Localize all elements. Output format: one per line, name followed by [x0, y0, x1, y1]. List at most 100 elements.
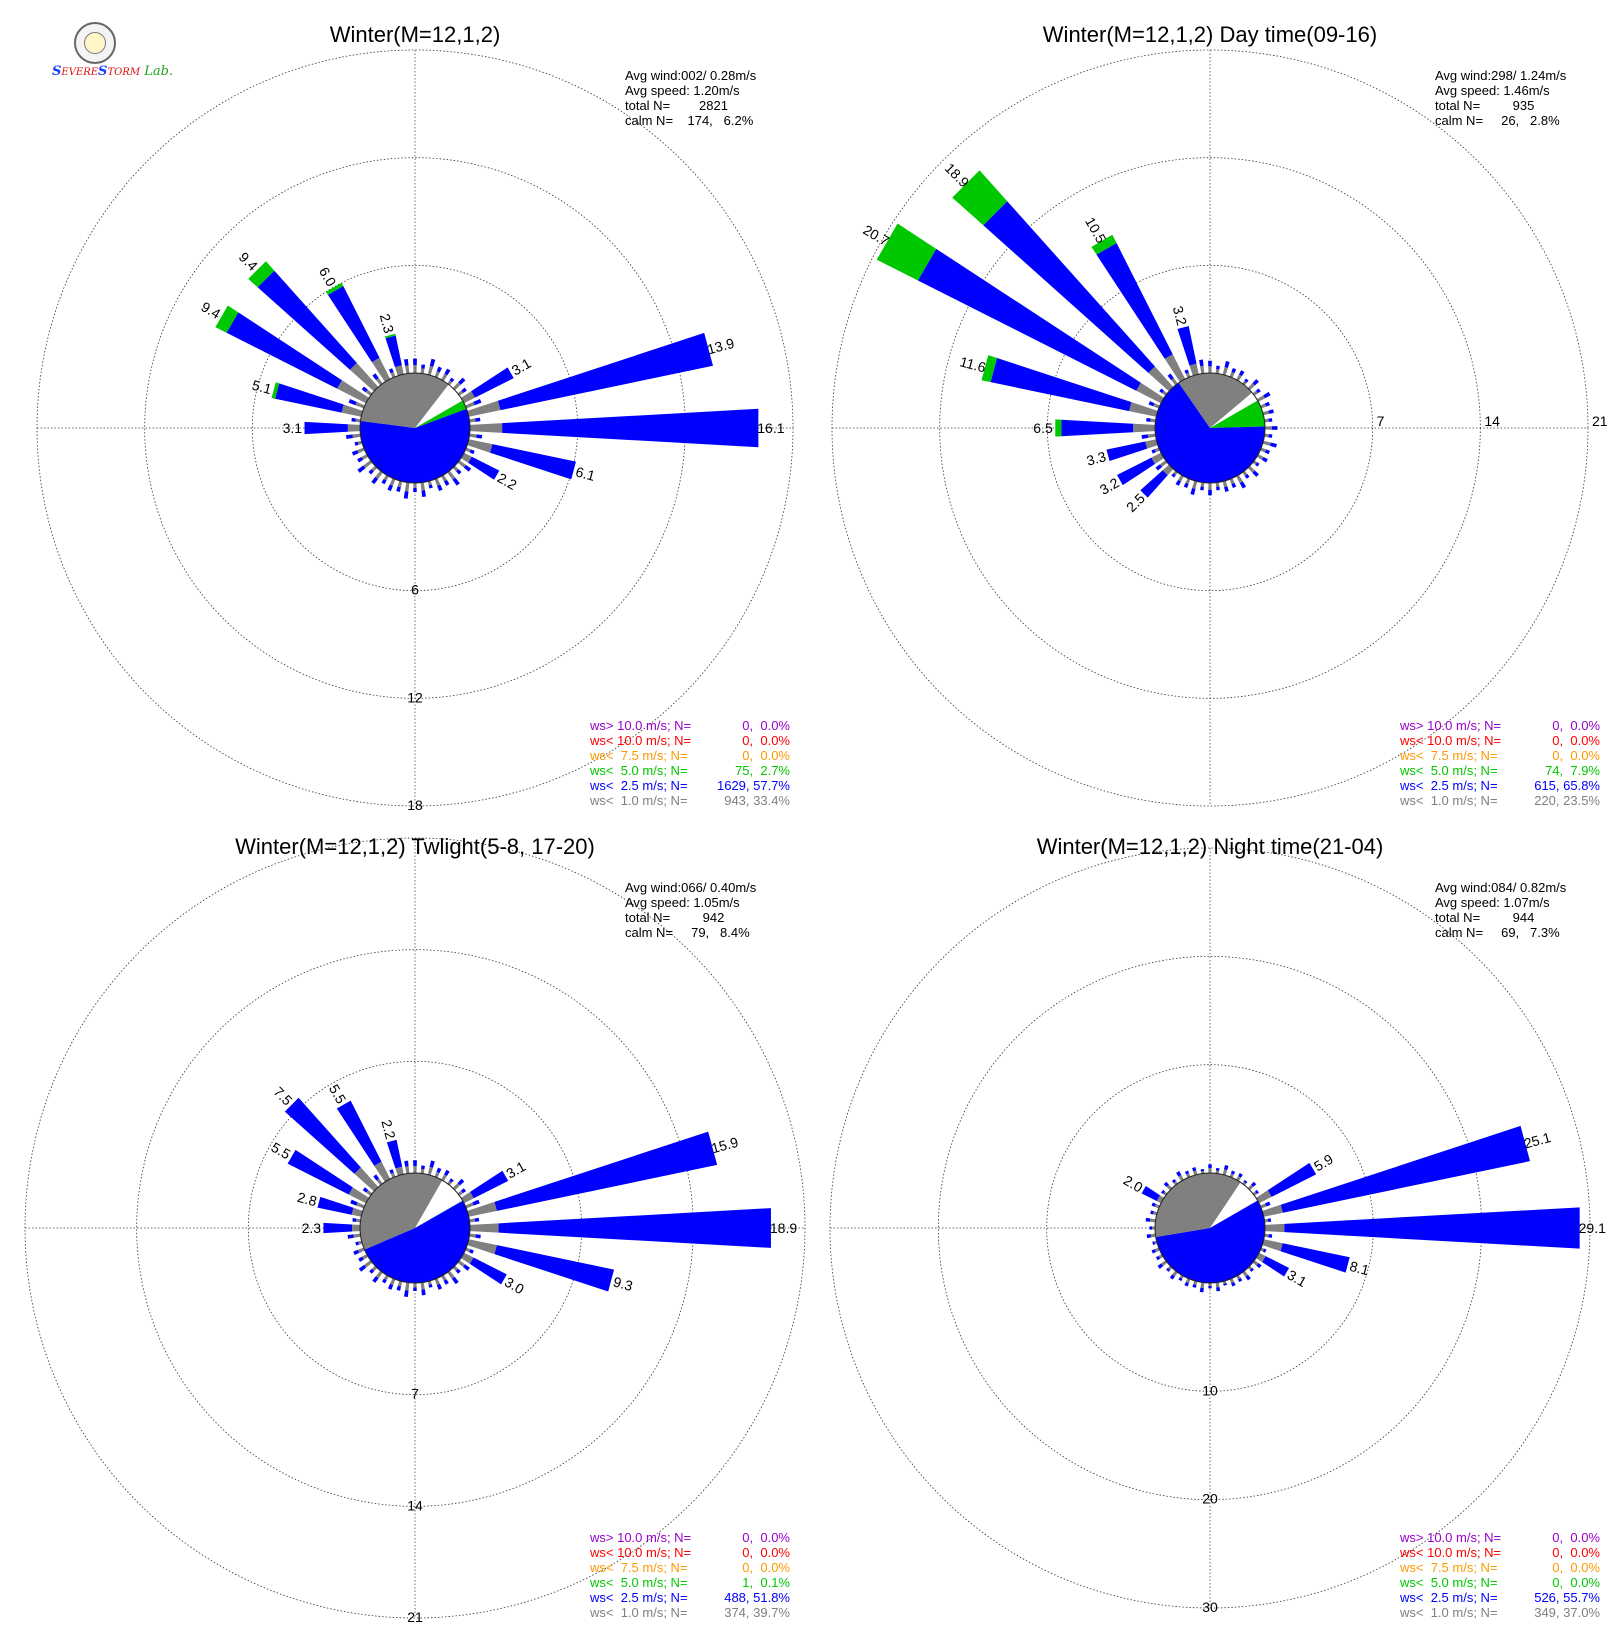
- rose-bar-gray: [441, 1174, 448, 1182]
- rose-bar-gray: [405, 365, 410, 374]
- rose-bar-blue: [1252, 470, 1259, 477]
- ring-label: 6: [411, 582, 419, 598]
- rose-bar-blue: [396, 1285, 402, 1291]
- rose-bar-blue: [455, 1268, 461, 1274]
- rose-bar-gray: [376, 1178, 383, 1186]
- bar-value-label: 2.2: [495, 469, 520, 493]
- rose-bar-gray: [1264, 1233, 1269, 1238]
- rose-bar-gray: [467, 1239, 497, 1255]
- rose-bar-gray: [434, 1171, 440, 1178]
- rose-bar-blue: [1171, 473, 1176, 478]
- rose-bar-gray: [1154, 1203, 1160, 1209]
- rose-bar-green: [271, 382, 280, 399]
- legend-value: 0, 0.0%: [1552, 1560, 1600, 1575]
- rose-bar-gray: [395, 1166, 404, 1176]
- rose-bar-gray: [1133, 423, 1156, 433]
- rose-bar-blue: [1146, 417, 1151, 422]
- rose-bar-gray: [353, 1233, 361, 1238]
- rose-bar-blue: [1159, 388, 1165, 394]
- rose-bar-gray: [1171, 377, 1178, 386]
- ring-label: 18: [407, 797, 423, 813]
- rose-bar-gray: [390, 372, 396, 378]
- rose-bar-blue: [1190, 488, 1196, 495]
- rose-bar-blue: [396, 486, 401, 492]
- rose-bar-gray: [413, 482, 417, 488]
- rose-bar-blue: [449, 1178, 454, 1183]
- rose-bar-gray: [465, 1247, 471, 1253]
- rose-bar-blue: [473, 398, 482, 406]
- rose-bar-blue: [1149, 1226, 1153, 1230]
- calm-wedge-blue: [364, 1200, 471, 1284]
- rose-bar-gray: [1222, 480, 1228, 488]
- rose-bar-blue: [472, 1199, 480, 1206]
- rose-bar-blue: [371, 476, 379, 485]
- rose-bar-blue: [983, 201, 1155, 373]
- legend-label: ws< 5.0 m/s; N=: [589, 763, 688, 778]
- rose-bar-gray: [389, 478, 396, 486]
- rose-bar-blue: [457, 1178, 465, 1186]
- rose-bar-gray: [1148, 366, 1174, 392]
- legend-value: 220, 23.5%: [1534, 793, 1600, 808]
- rose-bar-blue: [429, 1160, 435, 1168]
- rose-bar-blue: [1184, 1282, 1189, 1287]
- rose-bar-gray: [365, 389, 373, 396]
- rose-bar-blue: [1146, 1234, 1151, 1239]
- stats-line: Avg wind:298/ 1.24m/s: [1435, 68, 1567, 83]
- bar-value-label: 5.1: [250, 377, 273, 398]
- stats-line: Avg speed: 1.46m/s: [1435, 83, 1550, 98]
- rose-bar-gray: [356, 1202, 365, 1209]
- rose-bar-green: [1055, 419, 1062, 437]
- rose-bar-gray: [1264, 1218, 1269, 1223]
- rose-bar-gray: [1154, 447, 1160, 453]
- rose-bar-gray: [364, 1260, 373, 1268]
- rose-bar-blue: [1251, 1181, 1257, 1187]
- rose-bar-blue: [353, 1249, 360, 1256]
- rose-bar-gray: [352, 1224, 361, 1232]
- rose-bar-gray: [467, 400, 501, 417]
- rose-bar-blue: [1200, 1168, 1205, 1172]
- bar-value-label: 5.5: [326, 1082, 350, 1107]
- rose-bar-gray: [1208, 1168, 1212, 1174]
- rose-bar-blue: [1061, 419, 1134, 437]
- rose-bar-blue: [1183, 482, 1189, 489]
- stats-line: total N= 2821: [625, 98, 728, 113]
- rose-bar-gray: [349, 362, 379, 392]
- rose-bar-gray: [1154, 1247, 1160, 1253]
- rose-bar-blue: [1208, 489, 1212, 496]
- ring-label: 21: [1592, 413, 1608, 429]
- rose-bar-blue: [474, 1217, 480, 1222]
- calm-wedge-blue: [1154, 382, 1265, 484]
- rose-bar-green: [952, 170, 1008, 226]
- rose-bar-blue: [1243, 1179, 1248, 1184]
- rose-bar-blue: [1230, 1170, 1236, 1175]
- rose-bar-blue: [1106, 441, 1148, 462]
- stats-line: Avg speed: 1.05m/s: [625, 895, 740, 910]
- legend-label: ws< 5.0 m/s; N=: [1399, 763, 1498, 778]
- rose-bar-blue: [381, 479, 387, 485]
- rose-bar-gray: [405, 1282, 410, 1291]
- ring-label: 14: [1484, 413, 1500, 429]
- bar-value-label: 3.0: [502, 1274, 527, 1298]
- stats-line: total N= 935: [1435, 98, 1534, 113]
- rose-bar-blue: [428, 484, 433, 489]
- rose-bar-blue: [451, 1276, 459, 1285]
- rose-bar-blue: [287, 1149, 353, 1195]
- bar-value-label: 29.1: [1579, 1220, 1606, 1236]
- rose-bar-gray: [361, 454, 369, 460]
- rose-bar-blue: [1271, 426, 1278, 430]
- rose-bar-gray: [452, 1182, 461, 1191]
- legend-label: ws< 5.0 m/s; N=: [1399, 1575, 1498, 1590]
- rose-bar-blue: [1263, 391, 1271, 399]
- rose-bar-gray: [1150, 1233, 1156, 1238]
- rose-bar-blue: [1262, 1256, 1290, 1277]
- calm-wedge-green: [415, 1200, 463, 1228]
- rose-bar-blue: [461, 1188, 467, 1194]
- rose-bar-blue: [1141, 1186, 1160, 1202]
- rose-bar-gray: [374, 1161, 391, 1182]
- rose-bar-gray: [1162, 464, 1174, 476]
- ring-label: 21: [407, 1609, 423, 1625]
- legend-label: ws< 10.0 m/s; N=: [589, 733, 691, 748]
- rose-bar-green: [215, 305, 239, 333]
- rose-bar-gray: [1200, 365, 1205, 374]
